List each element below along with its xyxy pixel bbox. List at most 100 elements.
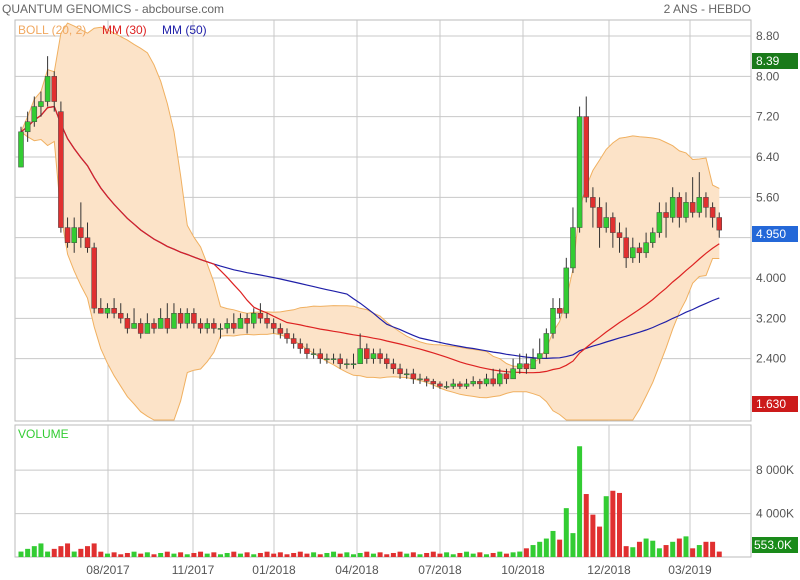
volume-bar [696,545,702,557]
candle-body [530,358,536,369]
candle-body [490,378,496,385]
volume-bar [397,551,403,557]
candle-body [610,217,616,233]
volume-bar [716,551,722,557]
legend-ma30: MM (30) [102,23,147,37]
time-tick-label: 07/2018 [418,563,462,577]
volume-bar [158,552,164,557]
candle-body [410,373,417,380]
candle-body [177,313,184,324]
candle-body [38,101,44,107]
volume-bar [271,553,277,557]
price-tick-label: 2.400 [756,352,786,366]
candle-body [497,373,503,385]
volume-bar [284,554,290,557]
candle-body [290,338,297,344]
chart-period: 2 ANS - HEBDO [664,2,751,16]
candle-body [144,323,151,334]
volume-bar [603,496,609,557]
candle-body [417,378,423,381]
candle-body [264,318,270,324]
volume-bar [51,548,57,557]
candle-body [650,232,656,243]
volume-bar [45,551,51,557]
volume-bar [25,548,31,557]
volume-bar [357,552,363,557]
time-tick-label: 08/2017 [86,563,130,577]
candle-body [384,358,390,364]
volume-bar [623,546,629,557]
volume-bar [364,551,370,557]
volume-bar [257,552,263,557]
candle-body [124,318,131,329]
candle-body [656,212,663,233]
volume-bar [390,552,396,557]
volume-bar [331,551,337,557]
candle-body [676,197,683,218]
price-tick-label: 7.20 [756,110,780,124]
volume-bar [410,552,416,557]
price-legend: BOLL (20, 2) MM (30) MM (50) [18,23,207,37]
legend-boll: BOLL (20, 2) [18,23,86,37]
volume-bar [91,543,97,557]
volume-bar [351,554,356,557]
volume-tick-label: 8 000K [756,463,794,477]
candle-body [703,197,709,208]
volume-bar [224,552,230,557]
candle-body [104,308,111,314]
volume-bar [424,552,430,557]
volume-bar [78,548,84,557]
time-tick-label: 10/2018 [501,563,545,577]
candle-body [709,207,716,218]
candle-body [151,323,157,329]
candle-body [563,267,570,314]
candle-body [217,328,224,330]
candle-body [251,313,257,324]
volume-bar [643,538,649,557]
volume-bar [304,553,310,557]
candle-body [91,247,97,309]
candle-body [623,237,629,259]
volume-bar [497,551,503,557]
volume-bar [404,553,410,557]
candle-body [517,363,523,370]
volume-bar [370,553,376,557]
volume-bar [211,552,217,557]
volume-bar [311,552,317,557]
volume-bar [65,543,71,557]
candle-body [310,353,317,355]
candle-body [556,308,563,314]
volume-bar [583,494,589,557]
last-price-badge [752,226,798,242]
candle-body [423,378,430,382]
volume-bar [670,541,676,557]
candle-body [590,197,596,208]
volume-bar [237,553,243,557]
volume-bar [377,552,383,557]
volume-bar [464,551,470,557]
candle-body [370,353,377,359]
candle-body [437,383,443,387]
candle-body [337,358,343,364]
candle-body [450,383,456,387]
volume-panel-frame [14,424,752,558]
candle-body [204,323,210,329]
candle-body [716,217,722,231]
candle-body [78,227,84,238]
candle-body [137,323,144,334]
volume-label: VOLUME [18,427,69,441]
candle-body [576,116,583,228]
volume-bar [523,548,529,557]
candle-body [430,381,437,385]
chart-title: QUANTUM GENOMICS - abcbourse.com [2,2,224,16]
low-badge-label: 1.630 [756,397,786,411]
volume-bar [324,552,330,557]
volume-bar [251,554,257,557]
volume-bar [277,552,283,557]
candle-body [463,383,470,387]
volume-bar [297,551,303,557]
volume-bar [610,490,616,557]
candle-body [324,358,330,360]
volume-bar [144,552,150,557]
